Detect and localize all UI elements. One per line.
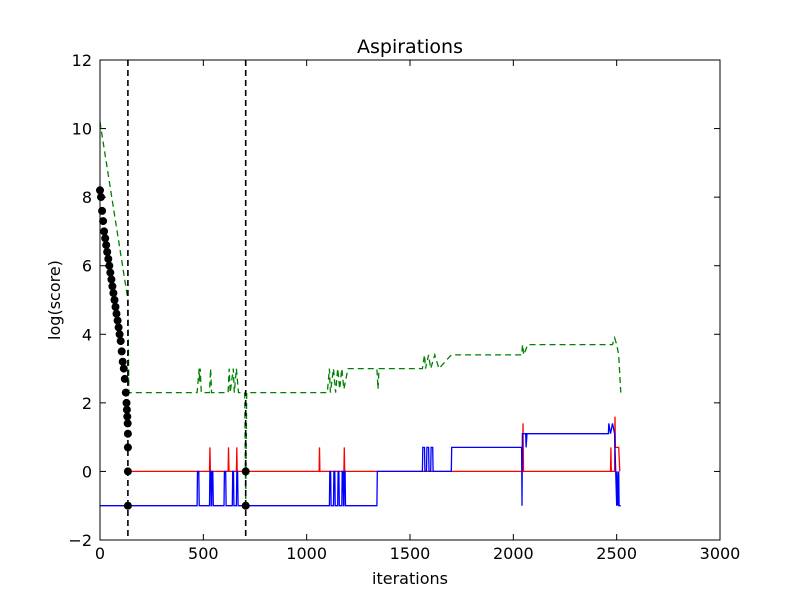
x-tick-label-6: 3000 (700, 544, 741, 563)
y-tick-label-3: 4 (82, 325, 92, 344)
data-point-3-15 (111, 302, 120, 311)
y-tick-label-5: 8 (82, 188, 92, 207)
data-point-3-22 (118, 357, 127, 366)
x-tick-label-5: 2500 (596, 544, 637, 563)
vline-layer (127, 60, 247, 540)
data-point-3-28 (123, 412, 132, 421)
y-tick-label-2: 2 (82, 394, 92, 413)
series-layer (96, 121, 622, 510)
x-tick-label-1: 500 (188, 544, 219, 563)
data-point-3-3 (99, 217, 108, 226)
data-point-3-7 (103, 248, 112, 256)
data-point-3-13 (109, 289, 118, 298)
y-tick-label-4: 6 (82, 257, 92, 276)
data-point-3-27 (122, 405, 131, 414)
data-point-3-12 (108, 282, 117, 291)
x-tick-label-3: 1500 (390, 544, 431, 563)
data-point-3-26 (122, 398, 131, 407)
data-point-3-8 (104, 254, 113, 263)
data-point-3-9 (105, 261, 114, 270)
y-tick-label-1: 0 (82, 462, 92, 481)
y-tick-label-7: 12 (72, 51, 92, 70)
data-point-3-20 (116, 337, 125, 346)
data-point-3-5 (101, 234, 110, 243)
x-axis-label: iterations (372, 569, 448, 588)
data-point-3-19 (115, 330, 124, 339)
data-point-3-4 (100, 227, 109, 236)
data-point-3-11 (107, 275, 116, 284)
data-point-3-18 (114, 323, 123, 332)
chart-title: Aspirations (357, 36, 463, 58)
data-point-3-23 (119, 364, 128, 373)
series-line-2 (100, 423, 621, 507)
data-point-3-21 (117, 347, 126, 356)
x-tick-label-0: 0 (95, 544, 105, 563)
data-point-3-6 (102, 241, 111, 250)
y-tick-label-6: 10 (72, 120, 92, 139)
data-point-3-14 (110, 296, 119, 304)
data-point-3-24 (120, 374, 129, 383)
x-tick-label-4: 2000 (493, 544, 534, 563)
data-point-3-10 (106, 268, 115, 277)
plot-background (100, 60, 720, 540)
data-point-3-2 (98, 206, 107, 215)
data-point-3-31 (123, 443, 132, 452)
y-tick-label-0: −2 (68, 531, 92, 550)
data-point-3-16 (112, 309, 121, 318)
y-axis-label: log(score) (45, 260, 64, 340)
x-tick-label-2: 1000 (286, 544, 327, 563)
series-line-0 (99, 121, 622, 506)
data-point-3-17 (113, 316, 122, 325)
